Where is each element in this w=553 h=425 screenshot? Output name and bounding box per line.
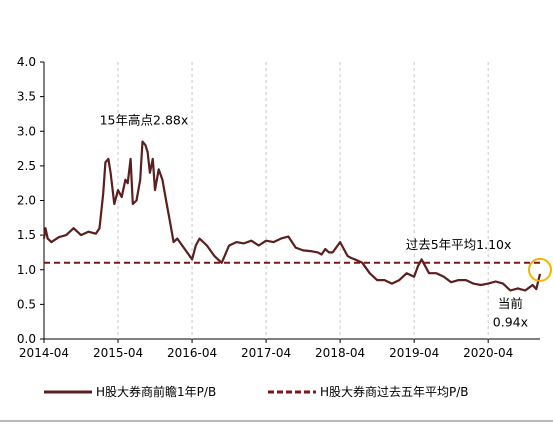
series-layer (42, 140, 552, 292)
legend: H股大券商前瞻1年P/B H股大券商过去五年平均P/B (44, 384, 469, 399)
annotation-label: 过去5年平均1.10x (406, 237, 512, 252)
annotation-label: 0.94x (493, 315, 528, 330)
x-tick-label: 2015-04 (93, 346, 143, 360)
y-tick-label: 4.0 (17, 55, 36, 69)
annotation-label: 当前 (498, 296, 523, 311)
y-axis-ticks: 0.0 0.5 1.0 1.5 2.0 2.5 3.0 3.5 4.0 (17, 55, 44, 346)
annotation-layer: 15年高点2.88x 过去5年平均1.10x 当前 0.94x (100, 112, 528, 329)
y-tick-label: 3.5 (17, 90, 36, 104)
y-tick-label: 0.5 (17, 297, 36, 311)
y-tick-label: 2.0 (17, 194, 36, 208)
legend-label-avg: H股大券商过去五年平均P/B (320, 384, 469, 399)
y-tick-label: 3.0 (17, 124, 36, 138)
x-tick-label: 2016-04 (167, 346, 217, 360)
y-tick-label: 0.0 (17, 332, 36, 346)
y-tick-label: 1.5 (17, 228, 36, 242)
y-tick-label: 2.5 (17, 159, 36, 173)
annotation-label: 15年高点2.88x (100, 112, 189, 127)
grid-lines (117, 62, 489, 339)
x-tick-label: 2017-04 (241, 346, 291, 360)
x-tick-label: 2018-04 (315, 346, 365, 360)
y-tick-label: 1.0 (17, 263, 36, 277)
x-tick-label: 2014-04 (19, 346, 69, 360)
pb-series-line (42, 140, 542, 292)
x-tick-label: 2020-04 (463, 346, 513, 360)
x-axis-ticks: 2014-04 2015-04 2016-04 2017-04 2018-04 2019-… (19, 339, 513, 360)
current-value-highlight-circle (528, 257, 552, 282)
x-tick-label: 2019-04 (389, 346, 439, 360)
legend-label-pb: H股大券商前瞻1年P/B (96, 384, 216, 399)
